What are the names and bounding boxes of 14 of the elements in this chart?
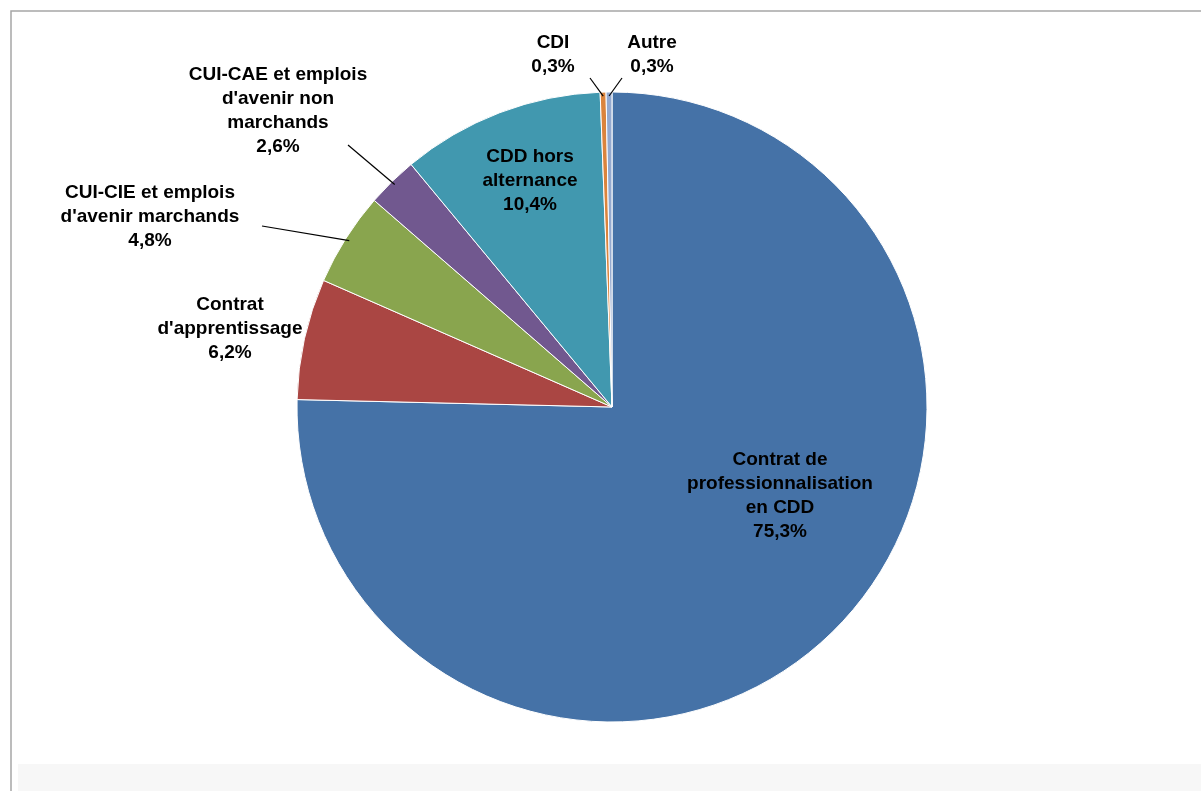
data-label: 2,6%: [256, 135, 300, 156]
data-label: 10,4%: [503, 193, 558, 214]
data-label: 0,3%: [531, 55, 575, 76]
data-label: 4,8%: [128, 229, 172, 250]
data-label: 75,3%: [753, 520, 808, 541]
slice-label: Contrat de professionnalisation en CDD: [687, 448, 873, 517]
slice-label: CDI: [536, 31, 570, 52]
data-label: 0,3%: [630, 55, 674, 76]
slice-label: CDD hors alternance: [482, 145, 578, 190]
data-label: 6,2%: [208, 341, 252, 362]
slice-label: CUI-CAE et emplois d'avenir non marchands: [188, 63, 368, 132]
slice-label: CUI-CIE et emplois d'avenir marchands: [60, 181, 240, 226]
slice-label: Contrat d'apprentissage: [157, 293, 303, 338]
slice-label: Autre: [627, 31, 677, 52]
